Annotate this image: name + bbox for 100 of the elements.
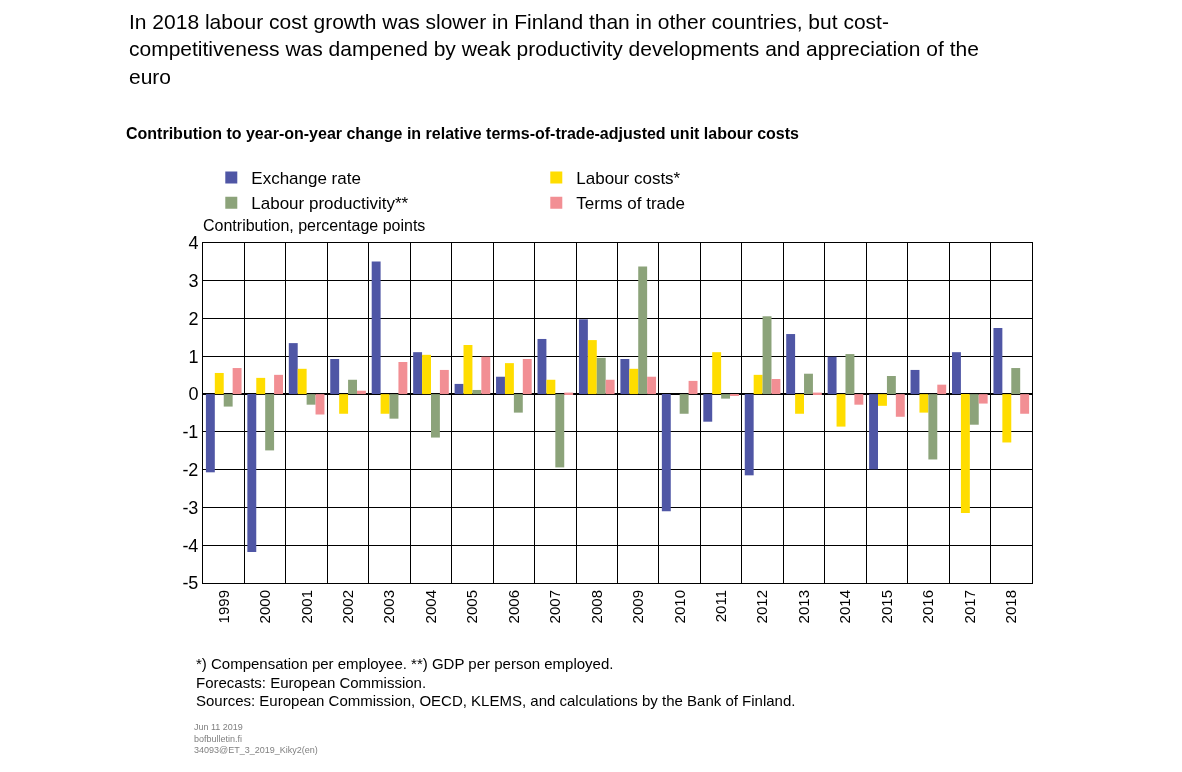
bar bbox=[786, 334, 796, 395]
bar bbox=[744, 394, 754, 476]
bar bbox=[1020, 394, 1030, 414]
x-tick-label: 2000 bbox=[256, 590, 274, 624]
x-tick-label: 1999 bbox=[214, 590, 232, 624]
bar bbox=[371, 261, 381, 395]
bar bbox=[762, 316, 772, 395]
text: *) Compensation per employee. **) GDP per person employed. bbox=[196, 655, 614, 672]
y-tick-label: 0 bbox=[188, 384, 199, 405]
bar bbox=[845, 354, 855, 395]
bar bbox=[836, 394, 846, 427]
text: bofbulletin.fi bbox=[194, 734, 243, 744]
bar bbox=[232, 368, 242, 395]
bar bbox=[422, 354, 431, 395]
bar bbox=[937, 384, 947, 395]
x-tick-label: 2005 bbox=[463, 590, 481, 624]
bar bbox=[804, 373, 813, 395]
x-tick-label: 2015 bbox=[877, 590, 895, 624]
bar bbox=[205, 394, 215, 473]
bar bbox=[265, 394, 275, 451]
bar bbox=[919, 394, 929, 413]
bar bbox=[297, 368, 307, 395]
bar bbox=[398, 362, 408, 395]
bar bbox=[629, 368, 639, 395]
bar bbox=[339, 394, 349, 414]
x-tick-label: 2011 bbox=[712, 590, 730, 623]
bar bbox=[993, 328, 1003, 395]
x-tick-label: 2009 bbox=[629, 590, 647, 624]
bar bbox=[555, 394, 565, 468]
x-tick-label: 2003 bbox=[380, 590, 398, 624]
x-tick-label: 2002 bbox=[338, 590, 356, 624]
bar bbox=[647, 376, 657, 395]
bar bbox=[430, 394, 440, 438]
bar bbox=[454, 383, 464, 395]
bar bbox=[1002, 394, 1012, 443]
x-tick-label: 2014 bbox=[836, 590, 854, 624]
x-tick-label: 2012 bbox=[753, 590, 771, 624]
bar bbox=[587, 340, 597, 395]
x-tick-label: 2013 bbox=[794, 590, 812, 624]
chart-title: In 2018 labour cost growth was slower in Finland than in other countries, but cost-competitiveness was dampened by weak productivity developments and appreciation of the euro bbox=[129, 10, 979, 88]
bar bbox=[247, 394, 257, 553]
bar bbox=[223, 394, 233, 407]
bar bbox=[978, 394, 988, 404]
x-tick-label: 2017 bbox=[960, 590, 978, 624]
bar bbox=[315, 394, 325, 415]
bar bbox=[596, 357, 606, 395]
bar bbox=[605, 379, 615, 395]
bar bbox=[854, 394, 864, 405]
bar bbox=[578, 319, 588, 395]
bar bbox=[274, 374, 283, 395]
bar bbox=[288, 343, 298, 395]
y-tick-label: -1 bbox=[182, 422, 199, 443]
bar bbox=[952, 352, 961, 395]
bar bbox=[256, 377, 266, 395]
bar bbox=[827, 356, 837, 395]
legend-label: Terms of trade bbox=[576, 194, 685, 214]
bar bbox=[546, 379, 556, 395]
bar bbox=[380, 394, 390, 414]
bar bbox=[330, 358, 340, 395]
y-tick-label: 2 bbox=[188, 308, 199, 329]
y-tick-label: -5 bbox=[182, 573, 199, 594]
bar bbox=[306, 394, 316, 405]
x-tick-label: 2010 bbox=[670, 590, 688, 624]
legend-label: Exchange rate bbox=[251, 169, 361, 189]
bar bbox=[522, 358, 532, 395]
text: Jun 11 2019 bbox=[194, 722, 243, 732]
y-axis-title: Contribution, percentage points bbox=[203, 217, 426, 234]
bar bbox=[661, 394, 671, 512]
legend-label: Labour productivity** bbox=[251, 194, 409, 214]
y-tick-label: 4 bbox=[188, 233, 199, 254]
bar bbox=[348, 379, 357, 395]
x-tick-label: 2016 bbox=[919, 590, 937, 624]
bar bbox=[439, 369, 449, 395]
x-tick-label: 2007 bbox=[546, 590, 564, 624]
bar bbox=[771, 379, 781, 395]
legend-label: Labour costs* bbox=[576, 169, 681, 189]
bar bbox=[472, 389, 482, 395]
bar bbox=[753, 374, 763, 395]
bar bbox=[703, 394, 713, 422]
x-tick-label: 2004 bbox=[421, 590, 439, 624]
bar bbox=[481, 356, 491, 395]
text: Forecasts: European Commission. bbox=[196, 674, 427, 691]
bar bbox=[712, 352, 722, 395]
bar bbox=[356, 390, 366, 395]
source-note: Sources: European Commission, OECD, KLEMS, and calculations by the Bank of Finland. bbox=[196, 692, 796, 709]
y-tick-label: 1 bbox=[188, 346, 199, 367]
y-tick-label: -3 bbox=[182, 497, 199, 518]
x-tick-label: 2018 bbox=[1002, 590, 1020, 624]
bar bbox=[537, 338, 547, 395]
bar bbox=[886, 375, 896, 395]
bar bbox=[496, 376, 505, 395]
x-tick-label: 2001 bbox=[297, 590, 315, 624]
bar bbox=[214, 372, 224, 395]
bar bbox=[389, 394, 399, 419]
chart-subtitle: Contribution to year-on-year change in relative terms-of-trade-adjusted unit labour costs bbox=[126, 125, 800, 142]
bar bbox=[895, 394, 905, 417]
bar bbox=[928, 394, 938, 460]
bar bbox=[960, 394, 970, 514]
text: 34093@ET_3_2019_Kiky2(en) bbox=[194, 745, 318, 755]
bar bbox=[620, 358, 630, 395]
